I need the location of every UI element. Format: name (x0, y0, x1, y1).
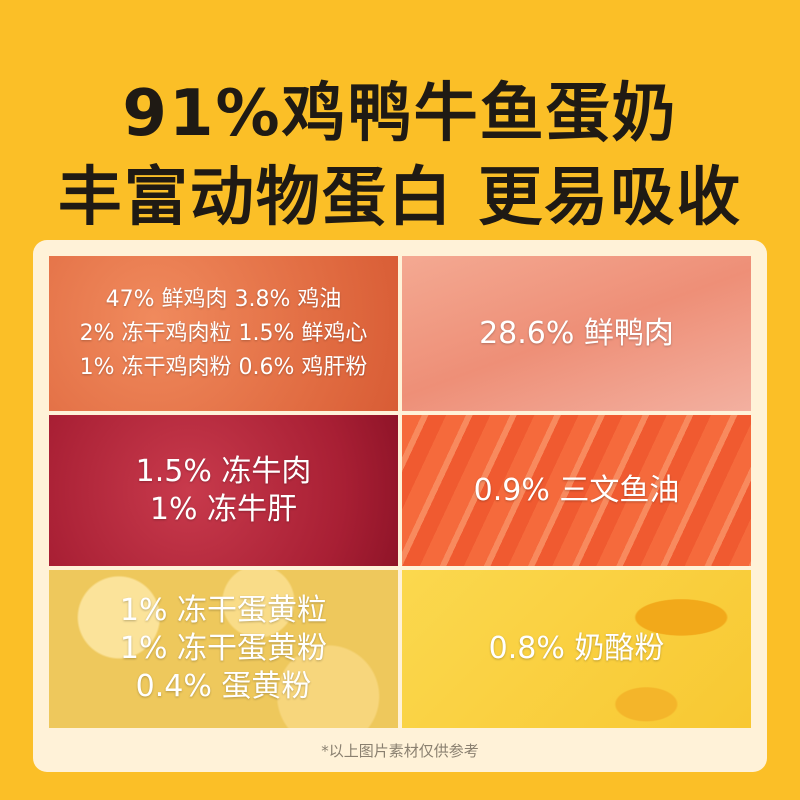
ingredient-line: 47% 鲜鸡肉 3.8% 鸡油 (105, 286, 342, 312)
panel-beef: 1.5% 冻牛肉 1% 冻牛肝 (49, 415, 398, 566)
ingredient-line: 0.9% 三文鱼油 (473, 472, 680, 508)
ingredient-line: 2% 冻干鸡肉粒 1.5% 鲜鸡心 (79, 320, 368, 346)
ingredient-line: 1.5% 冻牛肉 (135, 453, 312, 489)
panel-salmon: 0.9% 三文鱼油 (402, 415, 751, 566)
panel-chicken: 47% 鲜鸡肉 3.8% 鸡油 2% 冻干鸡肉粒 1.5% 鲜鸡心 1% 冻干鸡… (49, 256, 398, 411)
panel-duck: 28.6% 鲜鸭肉 (402, 256, 751, 411)
ingredient-line: 1% 冻干蛋黄粒 (119, 593, 328, 628)
footnote: *以上图片素材仅供参考 (321, 742, 479, 760)
ingredient-line: 1% 冻牛肝 (149, 491, 298, 527)
ingredient-line: 1% 冻干鸡肉粉 0.6% 鸡肝粉 (79, 354, 368, 380)
ingredient-line: 28.6% 鲜鸭肉 (479, 315, 674, 351)
ingredient-line: 1% 冻干蛋黄粉 (119, 631, 328, 666)
ingredient-line: 0.8% 奶酪粉 (488, 631, 665, 666)
headline-line-2: 丰富动物蛋白 更易吸收 (57, 161, 743, 235)
headline-line-1: 91%鸡鸭牛鱼蛋奶 (122, 77, 678, 151)
panel-egg: 1% 冻干蛋黄粒 1% 冻干蛋黄粉 0.4% 蛋黄粉 (49, 570, 398, 728)
ingredient-line: 0.4% 蛋黄粉 (135, 669, 312, 704)
panel-cheese: 0.8% 奶酪粉 (402, 570, 751, 728)
